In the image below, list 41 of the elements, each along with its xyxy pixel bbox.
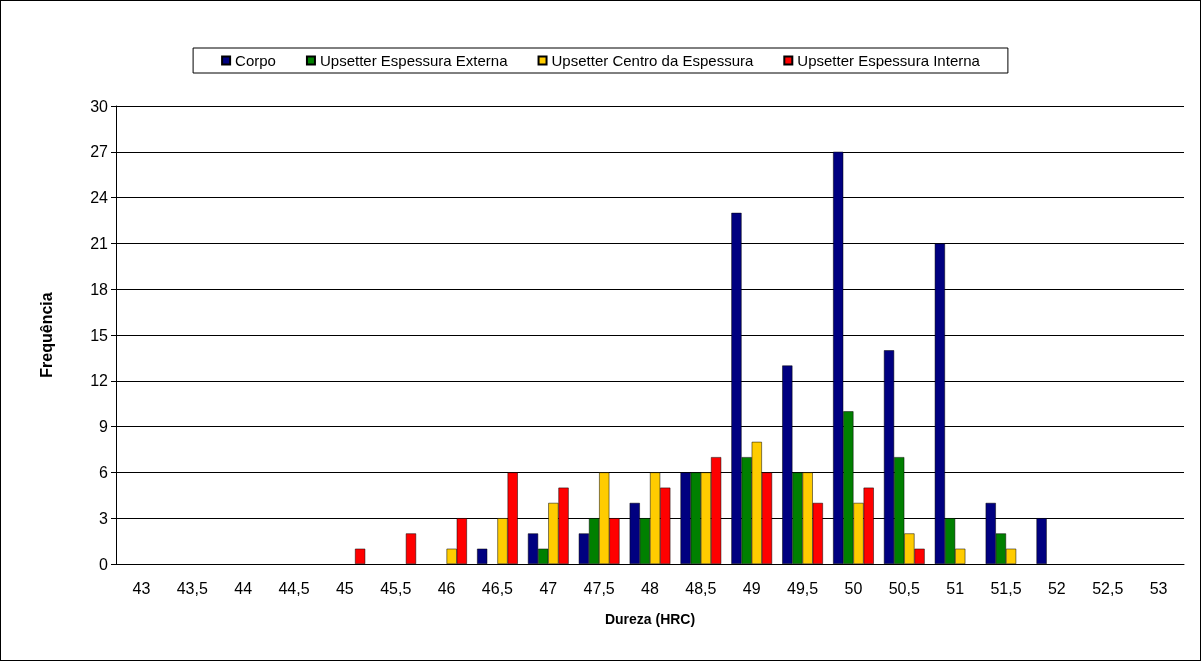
- x-tick-label: 43,5: [176, 579, 208, 597]
- x-tick-label: 47,5: [583, 579, 615, 597]
- legend-label: Corpo: [235, 52, 276, 69]
- x-tick-label: 46,5: [481, 579, 514, 597]
- bar: [355, 548, 366, 564]
- x-tick-label: 46: [437, 579, 456, 597]
- y-tick-label: 18: [90, 280, 109, 298]
- y-tick-label: 9: [99, 418, 109, 436]
- x-tick-label: 43: [132, 579, 151, 597]
- legend-label: Upsetter Centro da Espessura: [551, 52, 754, 69]
- x-tick-label: 44,5: [278, 579, 310, 597]
- x-tick-label: 50,5: [888, 579, 920, 597]
- y-tick-label: 21: [90, 234, 109, 252]
- x-tick-label: 44: [234, 579, 253, 597]
- x-tick-label: 49: [742, 579, 761, 597]
- y-tick-label: 30: [90, 97, 109, 115]
- y-tick-label: 0: [99, 555, 109, 573]
- y-tick-label: 12: [90, 372, 109, 390]
- bar: [477, 548, 488, 564]
- x-tick-label: 48,5: [685, 579, 717, 597]
- x-tick-label: 45,5: [380, 579, 412, 597]
- y-tick-label: 24: [90, 189, 109, 207]
- x-tick-label: 49,5: [787, 579, 819, 597]
- y-tick-label: 3: [99, 509, 109, 527]
- y-tick-label: 27: [90, 143, 109, 161]
- x-tick-label: 51,5: [990, 579, 1022, 597]
- y-tick-label: 6: [99, 463, 109, 481]
- x-tick-label: 47: [539, 579, 558, 597]
- x-tick-label: 50: [844, 579, 863, 597]
- legend-label: Upsetter Espessura Externa: [319, 52, 509, 69]
- y-axis-title: Frequência: [37, 292, 55, 378]
- x-axis-title: Dureza (HRC): [604, 611, 696, 627]
- bar: [405, 533, 417, 564]
- x-tick-label: 53: [1149, 579, 1168, 597]
- legend-label: Upsetter Espessura Interna: [797, 52, 981, 69]
- x-tick-label: 52,5: [1092, 579, 1124, 597]
- y-tick-label: 15: [90, 326, 109, 344]
- x-tick-label: 52: [1047, 579, 1066, 597]
- x-tick-label: 51: [946, 579, 965, 597]
- x-tick-label: 48: [641, 579, 659, 597]
- x-tick-label: 45: [335, 579, 354, 597]
